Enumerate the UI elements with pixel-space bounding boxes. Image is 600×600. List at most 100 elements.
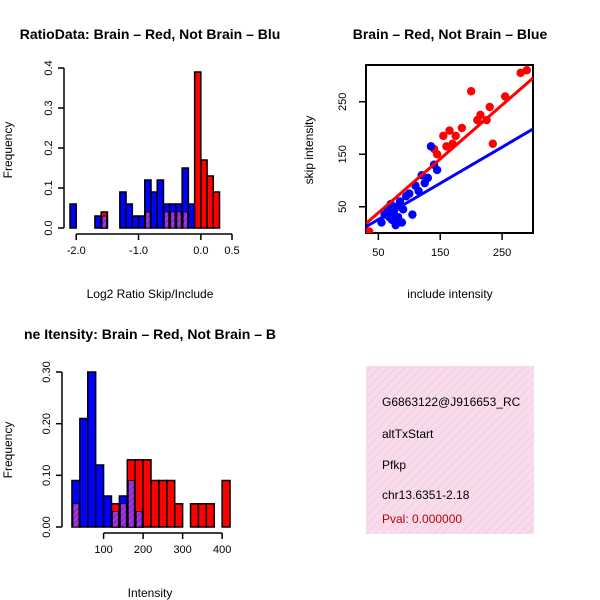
ratio-bar-overlap-4	[176, 211, 182, 229]
ratio-axes: 0.0 0.1 0.2 0.3 0.4 -2.0 -1.0 0.0 0.5	[43, 60, 240, 257]
info-background	[366, 366, 534, 534]
intensity-y-tick-label: 0.20	[41, 413, 53, 434]
scatter-xlabel: include intensity	[407, 287, 492, 301]
intensity-bar-brain-6	[150, 479, 160, 528]
ratio-bar-notbrain-1	[94, 215, 102, 229]
intensity-axes: 0.00 0.10 0.20 0.30 100 200 300 400	[41, 361, 231, 556]
info-pval: Pval: 0.000000	[382, 512, 462, 526]
scatter-plot-frame	[365, 64, 534, 234]
scatter-title: Brain – Red, Not Brain – Blue	[353, 26, 548, 42]
ratio-bar-overlap-1	[145, 211, 151, 229]
info-event-type: altTxStart	[382, 427, 434, 441]
info-event-id: G6863122@J916653_RC	[382, 395, 521, 409]
scatter-fit-line-notbrain	[366, 127, 533, 228]
intensity-x-tick-label: 100	[94, 544, 112, 556]
scatter-marks	[366, 66, 533, 233]
ratio-bar-overlap-2	[164, 211, 170, 229]
scatter-x-tick-label: 150	[431, 247, 449, 259]
info-gene: Pfkp	[382, 458, 406, 472]
ratio-bar-overlap-5	[182, 211, 188, 229]
ratio-bar-brain-6	[193, 71, 202, 229]
ratio-histogram: RatioData: Brain – Red, Not Brain – Blu …	[1, 26, 280, 301]
ratio-bar-notbrain-9	[156, 179, 165, 229]
scatter-point-brain-2	[432, 150, 442, 159]
event-info-panel: G6863122@J916653_RC altTxStart Pfkp chr1…	[366, 366, 534, 534]
ratio-title: RatioData: Brain – Red, Not Brain – Blu	[20, 26, 281, 42]
ratio-x-tick-label: -1.0	[129, 245, 148, 257]
scatter-y-tick-label: 250	[337, 93, 349, 111]
scatter-x-tick-label: 250	[493, 247, 511, 259]
intensity-bar-notbrain-4	[102, 495, 113, 528]
scatter-point-brain-17	[522, 66, 532, 75]
intensity-xlabel: Intensity	[128, 586, 173, 600]
scatter-point-brain-7	[451, 131, 460, 141]
intensity-bar-brain-13	[221, 479, 231, 528]
intensity-bar-overlap-4	[135, 511, 143, 528]
scatter-point-brain-8	[457, 123, 467, 133]
scatter-point-notbrain-21	[426, 142, 436, 151]
intensity-bar-notbrain-3	[94, 464, 105, 528]
intensity-bar-brain-12	[205, 503, 215, 528]
scatter-point-notbrain-15	[408, 210, 417, 219]
ratio-bar-overlap-0	[101, 215, 107, 229]
ratio-bar-notbrain-0	[69, 203, 77, 229]
intensity-bar-notbrain-1	[79, 417, 89, 528]
ratio-x-tick-label: 0.5	[224, 245, 239, 257]
intensity-x-tick-label: 200	[134, 544, 152, 556]
scatter-ylabel: skip intensity	[302, 116, 316, 185]
intensity-title: ne Itensity: Brain – Red, Not Brain – B	[24, 326, 276, 342]
scatter-point-brain-13	[485, 102, 494, 112]
ratio-bar-brain-9	[212, 191, 221, 229]
intensity-y-tick-label: 0.00	[41, 516, 53, 537]
info-location: chr13.6351-2.18	[382, 488, 470, 502]
intensity-bar-brain-8	[166, 479, 176, 528]
scatter-point-brain-9	[466, 87, 476, 96]
scatter-point-notbrain-14	[405, 189, 414, 198]
ratio-xlabel: Log2 Ratio Skip/Include	[87, 287, 214, 301]
scatter-point-brain-3	[439, 131, 448, 141]
ratio-bar-overlap-3	[170, 211, 176, 229]
scatter-point-notbrain-20	[423, 173, 433, 183]
scatter-x-tick-label: 50	[372, 247, 384, 259]
ratio-y-tick-label: 0.4	[43, 60, 55, 75]
ratio-bar-notbrain-14	[187, 203, 196, 229]
ratio-bar-notbrain-3	[119, 191, 127, 229]
scatter-clipped-area	[366, 66, 533, 233]
intensity-ylabel: Frequency	[1, 422, 15, 479]
ratio-y-tick-label: 0.3	[43, 100, 55, 115]
intensity-bar-overlap-1	[112, 511, 119, 528]
intensity-bar-notbrain-2	[87, 371, 97, 528]
ratio-bar-notbrain-4	[125, 203, 134, 229]
ratio-bar-brain-8	[206, 175, 215, 229]
ratio-y-tick-label: 0.1	[43, 180, 55, 195]
scatter-fit-line-brain	[366, 76, 533, 225]
intensity-bar-overlap-3	[127, 480, 135, 528]
ratio-ylabel: Frequency	[1, 122, 15, 179]
scatter-point-notbrain-10	[395, 197, 405, 206]
ratio-bar-notbrain-8	[150, 191, 158, 229]
ratio-y-tick-label: 0.0	[43, 220, 55, 235]
scatter-point-brain-11	[476, 110, 485, 120]
scatter-point-brain-0	[366, 227, 374, 233]
scatter-y-tick-label: 50	[337, 201, 349, 213]
intensity-y-tick-label: 0.10	[41, 465, 53, 486]
intensity-bar-brain-9	[173, 503, 184, 528]
intensity-bar-overlap-0	[72, 503, 80, 528]
ratio-y-tick-label: 0.2	[43, 140, 55, 155]
intensity-x-tick-label: 400	[213, 544, 231, 556]
intensity-x-tick-label: 300	[173, 544, 191, 556]
ratio-bar-notbrain-5	[131, 215, 140, 229]
scatter-y-tick-label: 150	[337, 145, 349, 163]
intensity-histogram: ne Itensity: Brain – Red, Not Brain – B …	[1, 326, 276, 600]
intensity-bar-brain-5	[142, 459, 152, 528]
scatter-point-brain-5	[445, 126, 454, 135]
ratio-bar-brain-7	[200, 159, 208, 229]
intensity-bars	[71, 371, 231, 528]
intensity-bar-brain-7	[158, 479, 168, 528]
scatter-point-brain-14	[488, 139, 497, 148]
intensity-bar-brain-10	[189, 503, 200, 528]
scatter-point-notbrain-23	[432, 165, 442, 175]
ratio-x-tick-label: -2.0	[67, 245, 86, 257]
ratio-bar-notbrain-6	[137, 215, 146, 229]
